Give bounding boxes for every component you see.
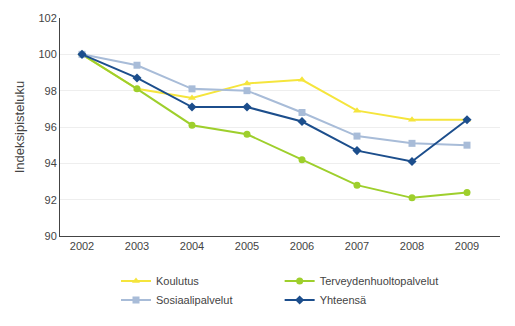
svg-text:Yhteensä: Yhteensä — [320, 294, 367, 306]
svg-text:98: 98 — [45, 85, 57, 97]
svg-text:Indeksipisteluku: Indeksipisteluku — [12, 81, 27, 174]
svg-text:Koulutus: Koulutus — [156, 275, 199, 287]
svg-text:2009: 2009 — [455, 240, 479, 252]
svg-text:92: 92 — [45, 194, 57, 206]
svg-text:100: 100 — [38, 48, 56, 60]
svg-text:2003: 2003 — [125, 240, 149, 252]
svg-text:2008: 2008 — [400, 240, 424, 252]
svg-text:90: 90 — [45, 230, 57, 242]
svg-text:94: 94 — [45, 157, 57, 169]
svg-text:2004: 2004 — [180, 240, 204, 252]
svg-text:Sosiaalipalvelut: Sosiaalipalvelut — [156, 294, 232, 306]
svg-text:2005: 2005 — [235, 240, 259, 252]
svg-text:2007: 2007 — [345, 240, 369, 252]
svg-text:96: 96 — [45, 121, 57, 133]
svg-text:2002: 2002 — [70, 240, 94, 252]
svg-text:2006: 2006 — [290, 240, 314, 252]
svg-text:Terveydenhuoltopalvelut: Terveydenhuoltopalvelut — [320, 275, 439, 287]
svg-text:102: 102 — [38, 12, 56, 24]
